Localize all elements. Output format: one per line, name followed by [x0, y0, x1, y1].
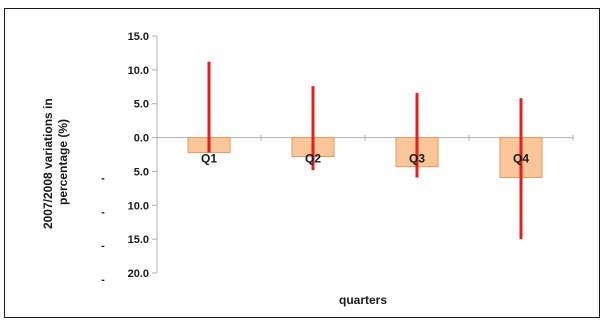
chart-frame: 15.0 10.0 5.0 0.0 5.0 - 10.0 - 15.0 - 20.0 - Q1 Q2 Q3…: [4, 8, 600, 318]
y-tick-label: 15.0: [128, 234, 149, 246]
category-label: Q3: [409, 152, 425, 166]
y-tick-sign: -: [101, 240, 105, 252]
y-tick-label: 0.0: [134, 133, 149, 145]
category-label: Q2: [305, 152, 321, 166]
y-tick-label: 15.0: [128, 31, 149, 43]
y-tick-sign: -: [101, 274, 105, 286]
category-labels: Q1 Q2 Q3 Q4: [201, 152, 529, 166]
y-tick-label: 5.0: [134, 99, 149, 111]
y-tick-sign: -: [101, 206, 105, 218]
category-label: Q1: [201, 152, 217, 166]
y-tick-label: 20.0: [128, 268, 149, 280]
y-axis-title: 2007/2008 variations in percentage (%): [41, 95, 70, 229]
category-label: Q4: [513, 152, 529, 166]
y-tick-label: 5.0: [134, 166, 149, 178]
range-series: [207, 61, 523, 240]
y-tick-label: 10.0: [128, 200, 149, 212]
bar-series: [187, 137, 543, 179]
y-tick-sign: -: [101, 172, 105, 184]
x-axis-title: quarters: [339, 293, 387, 307]
chart-plot: 15.0 10.0 5.0 0.0 5.0 - 10.0 - 15.0 - 20.0 - Q1 Q2 Q3…: [41, 31, 574, 307]
y-tick-label: 10.0: [128, 65, 149, 77]
